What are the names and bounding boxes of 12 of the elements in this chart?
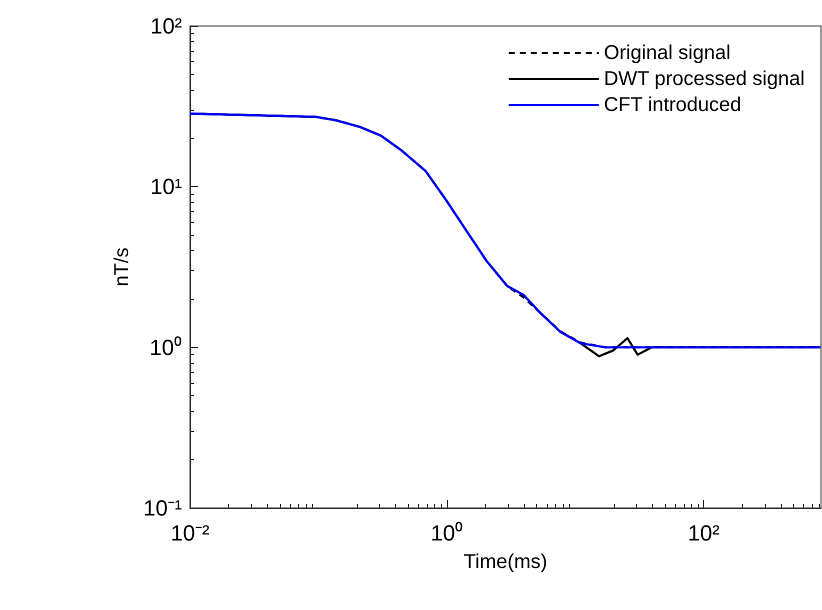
x-axis-title: Time(ms) [464,551,548,573]
legend-label: Original signal [604,42,731,64]
x-tick-label: 10⁻² [170,520,210,546]
y-tick-label: 10² [150,14,182,38]
x-tick-label: 10² [688,520,720,546]
x-tick-label: 10⁰ [430,520,464,546]
y-tick-label: 10⁰ [150,334,182,360]
y-tick-label: 10⁻¹ [143,496,182,520]
legend-label: DWT processed signal [604,68,805,90]
y-tick-label: 10¹ [150,174,182,200]
y-axis-title: nT/s [111,248,133,286]
legend-label: CFT introduced [604,94,742,116]
